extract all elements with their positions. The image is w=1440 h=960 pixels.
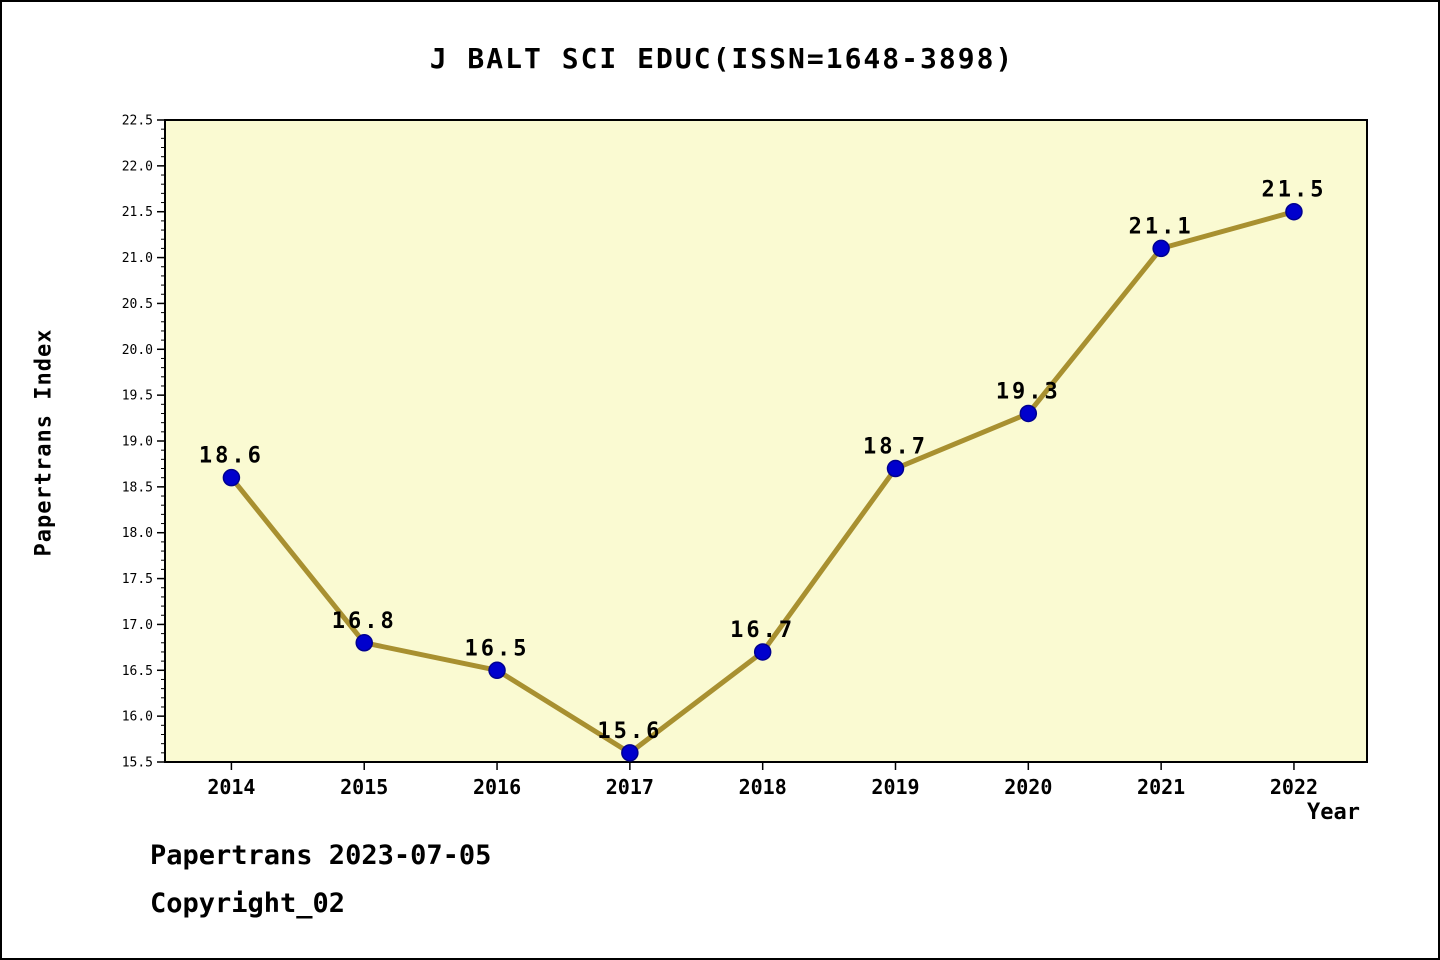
data-point [621,744,639,762]
x-tick-label: 2022 [1270,775,1318,799]
y-tick-label: 18.5 [122,480,153,495]
data-point-label: 15.6 [597,719,662,744]
x-tick-label: 2019 [871,775,919,799]
y-tick-label: 22.0 [122,159,153,174]
data-point [753,643,772,661]
data-point-label: 16.7 [730,618,795,643]
y-tick-label: 19.5 [122,389,153,404]
y-tick-label: 21.0 [122,251,153,266]
data-point [488,661,506,680]
x-tick-label: 2020 [1004,775,1052,799]
data-point [355,634,373,652]
x-tick-label: 2018 [739,775,787,799]
y-tick-label: 20.0 [122,343,153,358]
data-point-label: 16.5 [465,636,530,661]
data-point [886,459,905,478]
x-axis-label: Year [1307,800,1360,825]
y-tick-label: 16.0 [122,710,153,725]
data-point [1152,239,1170,258]
data-point-label: 21.1 [1129,214,1194,239]
data-point-label: 18.7 [863,435,928,460]
data-point-label: 21.5 [1261,178,1326,203]
y-tick-label: 22.5 [122,114,153,129]
y-tick-label: 19.0 [122,435,153,450]
y-tick-label: 15.5 [122,756,153,771]
chart-title: J BALT SCI EDUC(ISSN=1648-3898) [429,42,1015,75]
data-point [222,468,241,487]
footer-watermark: Papertrans 2023-07-05 [150,840,492,871]
footer-copyright: Copyright_02 [150,888,346,919]
data-point [1285,202,1303,221]
y-tick-label: 17.0 [122,618,153,633]
data-point-label: 18.6 [199,444,264,469]
y-tick-label: 20.5 [122,297,153,312]
x-tick-label: 2017 [606,775,654,799]
x-tick-label: 2015 [340,775,388,799]
data-point-label: 16.8 [332,609,397,634]
y-tick-label: 16.5 [122,664,153,679]
y-tick-label: 21.5 [122,205,153,220]
x-tick-label: 2021 [1137,775,1185,799]
x-tick-label: 2014 [207,775,255,799]
data-point [1019,404,1038,423]
x-tick-label: 2016 [473,775,521,799]
data-point-label: 19.3 [996,379,1061,404]
y-tick-label: 17.5 [122,572,153,587]
y-tick-label: 18.0 [122,526,153,541]
